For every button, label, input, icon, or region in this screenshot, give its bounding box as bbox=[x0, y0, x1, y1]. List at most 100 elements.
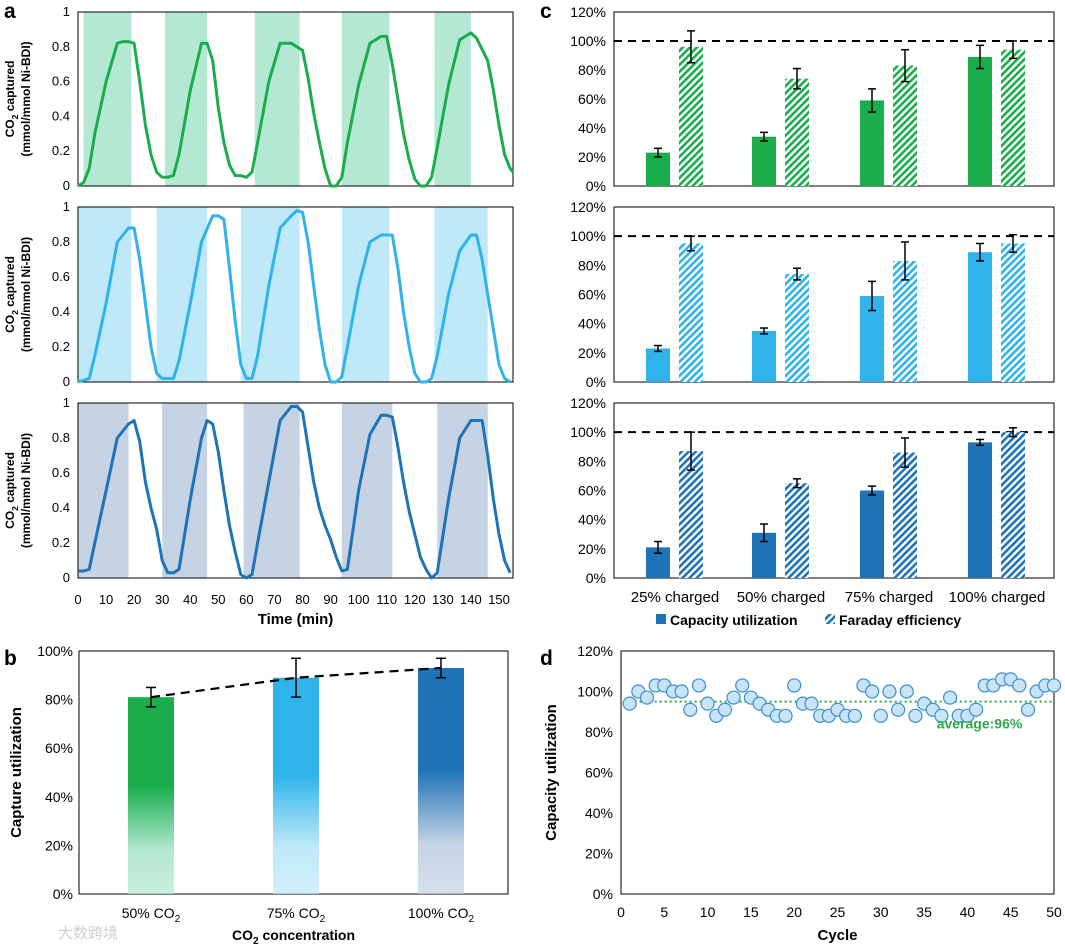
x-tick-label: 0 bbox=[617, 904, 625, 920]
shaded-interval bbox=[240, 207, 300, 382]
faraday-efficiency-bar bbox=[1001, 432, 1025, 578]
shaded-interval bbox=[254, 12, 300, 186]
y-tick-label: 0% bbox=[593, 886, 613, 902]
capacity-utilization-bar bbox=[752, 136, 776, 186]
y-tick-label: 100% bbox=[570, 33, 606, 49]
y-tick-label: 0.4 bbox=[52, 304, 70, 319]
y-tick-label: 0.6 bbox=[52, 269, 70, 284]
y-tick-label: 0.2 bbox=[52, 339, 70, 354]
x-tick-label: 35 bbox=[916, 904, 932, 920]
shaded-interval bbox=[341, 12, 390, 186]
y-tick-label: 0 bbox=[63, 374, 70, 389]
x-tick-label: 5 bbox=[660, 904, 668, 920]
y-tick-label: 80% bbox=[45, 692, 73, 708]
faraday-efficiency-bar bbox=[785, 78, 809, 186]
panel-a-row-3: 0 0.2 0.4 0.6 0.8 1 CO2 captured (mmol/mmol Ni-… bbox=[3, 395, 514, 585]
x-axis-title: CO2 concentration bbox=[232, 927, 355, 947]
co2-capture-series bbox=[78, 405, 512, 580]
y-tick-label: 60% bbox=[578, 91, 606, 107]
y-tick-label: 60% bbox=[578, 483, 606, 499]
capacity-utilization-bar bbox=[860, 490, 884, 578]
capacity-utilization-bar bbox=[968, 252, 992, 382]
y-tick-label: 1 bbox=[63, 395, 70, 410]
y-tick-label: 0.4 bbox=[52, 108, 70, 123]
x-tick-label: 20 bbox=[786, 904, 802, 920]
capacity-utilization-bar bbox=[752, 330, 776, 382]
capacity-point bbox=[942, 690, 958, 705]
x-tick-label: 50 bbox=[211, 592, 225, 607]
legend-swatch-faraday bbox=[825, 614, 835, 624]
y-axis-label-line1: CO2 captured bbox=[3, 452, 20, 529]
faraday-efficiency-bar bbox=[893, 260, 917, 382]
panel-b-bar-chart: 0% 20% 40% 60% 80% 100% 50% CO2 75% CO2 100% CO2… bbox=[8, 643, 509, 947]
capacity-point bbox=[865, 684, 880, 699]
x-tick-label: 130 bbox=[432, 592, 454, 607]
plot-frame bbox=[620, 650, 1055, 895]
y-tick-label: 0.4 bbox=[52, 500, 70, 515]
capacity-point bbox=[717, 702, 733, 717]
x-tick-label: 120 bbox=[404, 592, 426, 607]
x-tick-label: 10 bbox=[700, 904, 716, 920]
plot-frame bbox=[613, 206, 1055, 383]
y-tick-label: 40% bbox=[578, 316, 606, 332]
y-axis-title: Capture utilization bbox=[8, 707, 25, 838]
panel-d-scatter: 0% 20% 40% 60% 80% 100% 120% 0 5 10 15 20 25 30 35 40 45… bbox=[543, 643, 1062, 944]
shaded-interval bbox=[341, 207, 390, 382]
panel-c-row-3: 0% 20% 40% 60% 80% 100% 120% bbox=[570, 395, 1055, 586]
capacity-point bbox=[787, 678, 802, 693]
capacity-utilization-bar bbox=[968, 442, 992, 578]
y-tick-label: 0.2 bbox=[52, 143, 70, 158]
capacity-point bbox=[691, 678, 707, 693]
x-category-label: 75% CO2 bbox=[267, 905, 326, 925]
capacity-utilization-bar bbox=[968, 56, 992, 187]
capacity-point bbox=[1012, 678, 1027, 693]
shaded-interval bbox=[162, 403, 208, 578]
capacity-point bbox=[891, 702, 906, 717]
panel-label-d: d bbox=[540, 647, 553, 670]
y-tick-label: 0.6 bbox=[52, 74, 70, 89]
capacity-point bbox=[1046, 678, 1062, 693]
y-tick-label: 20% bbox=[578, 149, 606, 165]
faraday-efficiency-bar bbox=[785, 274, 809, 382]
x-tick-label: 30 bbox=[873, 904, 889, 920]
average-annotation: average:96% bbox=[937, 716, 1023, 732]
y-tick-label: 100% bbox=[37, 643, 73, 659]
x-tick-label: 20 bbox=[127, 592, 141, 607]
panel-c-row-2: 0% 20% 40% 60% 80% 100% 120% bbox=[570, 199, 1055, 390]
y-tick-label: 20% bbox=[578, 541, 606, 557]
y-tick-label: 120% bbox=[577, 643, 613, 659]
capacity-point bbox=[873, 708, 888, 723]
y-tick-label: 100% bbox=[577, 684, 613, 700]
y-tick-label: 60% bbox=[585, 765, 613, 781]
y-axis-title: Capacity utilization bbox=[543, 704, 560, 841]
shaded-interval bbox=[165, 12, 208, 186]
faraday-efficiency-bar bbox=[1001, 243, 1025, 382]
faraday-efficiency-bar bbox=[785, 483, 809, 578]
y-tick-label: 60% bbox=[45, 740, 73, 756]
legend-swatch-capacity bbox=[656, 614, 666, 624]
legend-label-capacity: Capacity utilization bbox=[670, 612, 798, 628]
y-tick-label: 0 bbox=[63, 178, 70, 193]
x-tick-label: 0 bbox=[74, 592, 81, 607]
x-tick-label: 70 bbox=[267, 592, 281, 607]
y-tick-label: 120% bbox=[570, 4, 606, 20]
faraday-efficiency-bar bbox=[893, 452, 917, 578]
plot-frame bbox=[77, 206, 514, 383]
x-tick-label: 25 bbox=[830, 904, 846, 920]
x-tick-label: 40 bbox=[960, 904, 976, 920]
faraday-efficiency-bar bbox=[893, 65, 917, 186]
capture-bar bbox=[273, 677, 319, 894]
capacity-point bbox=[778, 708, 793, 723]
panel-c-bar-charts: 0% 20% 40% 60% 80% 100% 120% 0% 20% 40% 60% 80% 100%… bbox=[570, 4, 1055, 628]
plot-frame bbox=[613, 402, 1055, 579]
x-axis-title: Time (min) bbox=[258, 611, 334, 628]
capacity-point bbox=[683, 702, 698, 717]
y-tick-label: 40% bbox=[45, 789, 73, 805]
x-tick-label: 10 bbox=[99, 592, 113, 607]
panel-a-row-1: 0 0.2 0.4 0.6 0.8 1 CO2 captured (mmol/mmol Ni-… bbox=[3, 4, 515, 193]
shaded-interval bbox=[437, 403, 488, 578]
plot-frame bbox=[77, 11, 514, 187]
x-tick-label: 15 bbox=[743, 904, 759, 920]
y-tick-label: 40% bbox=[578, 120, 606, 136]
